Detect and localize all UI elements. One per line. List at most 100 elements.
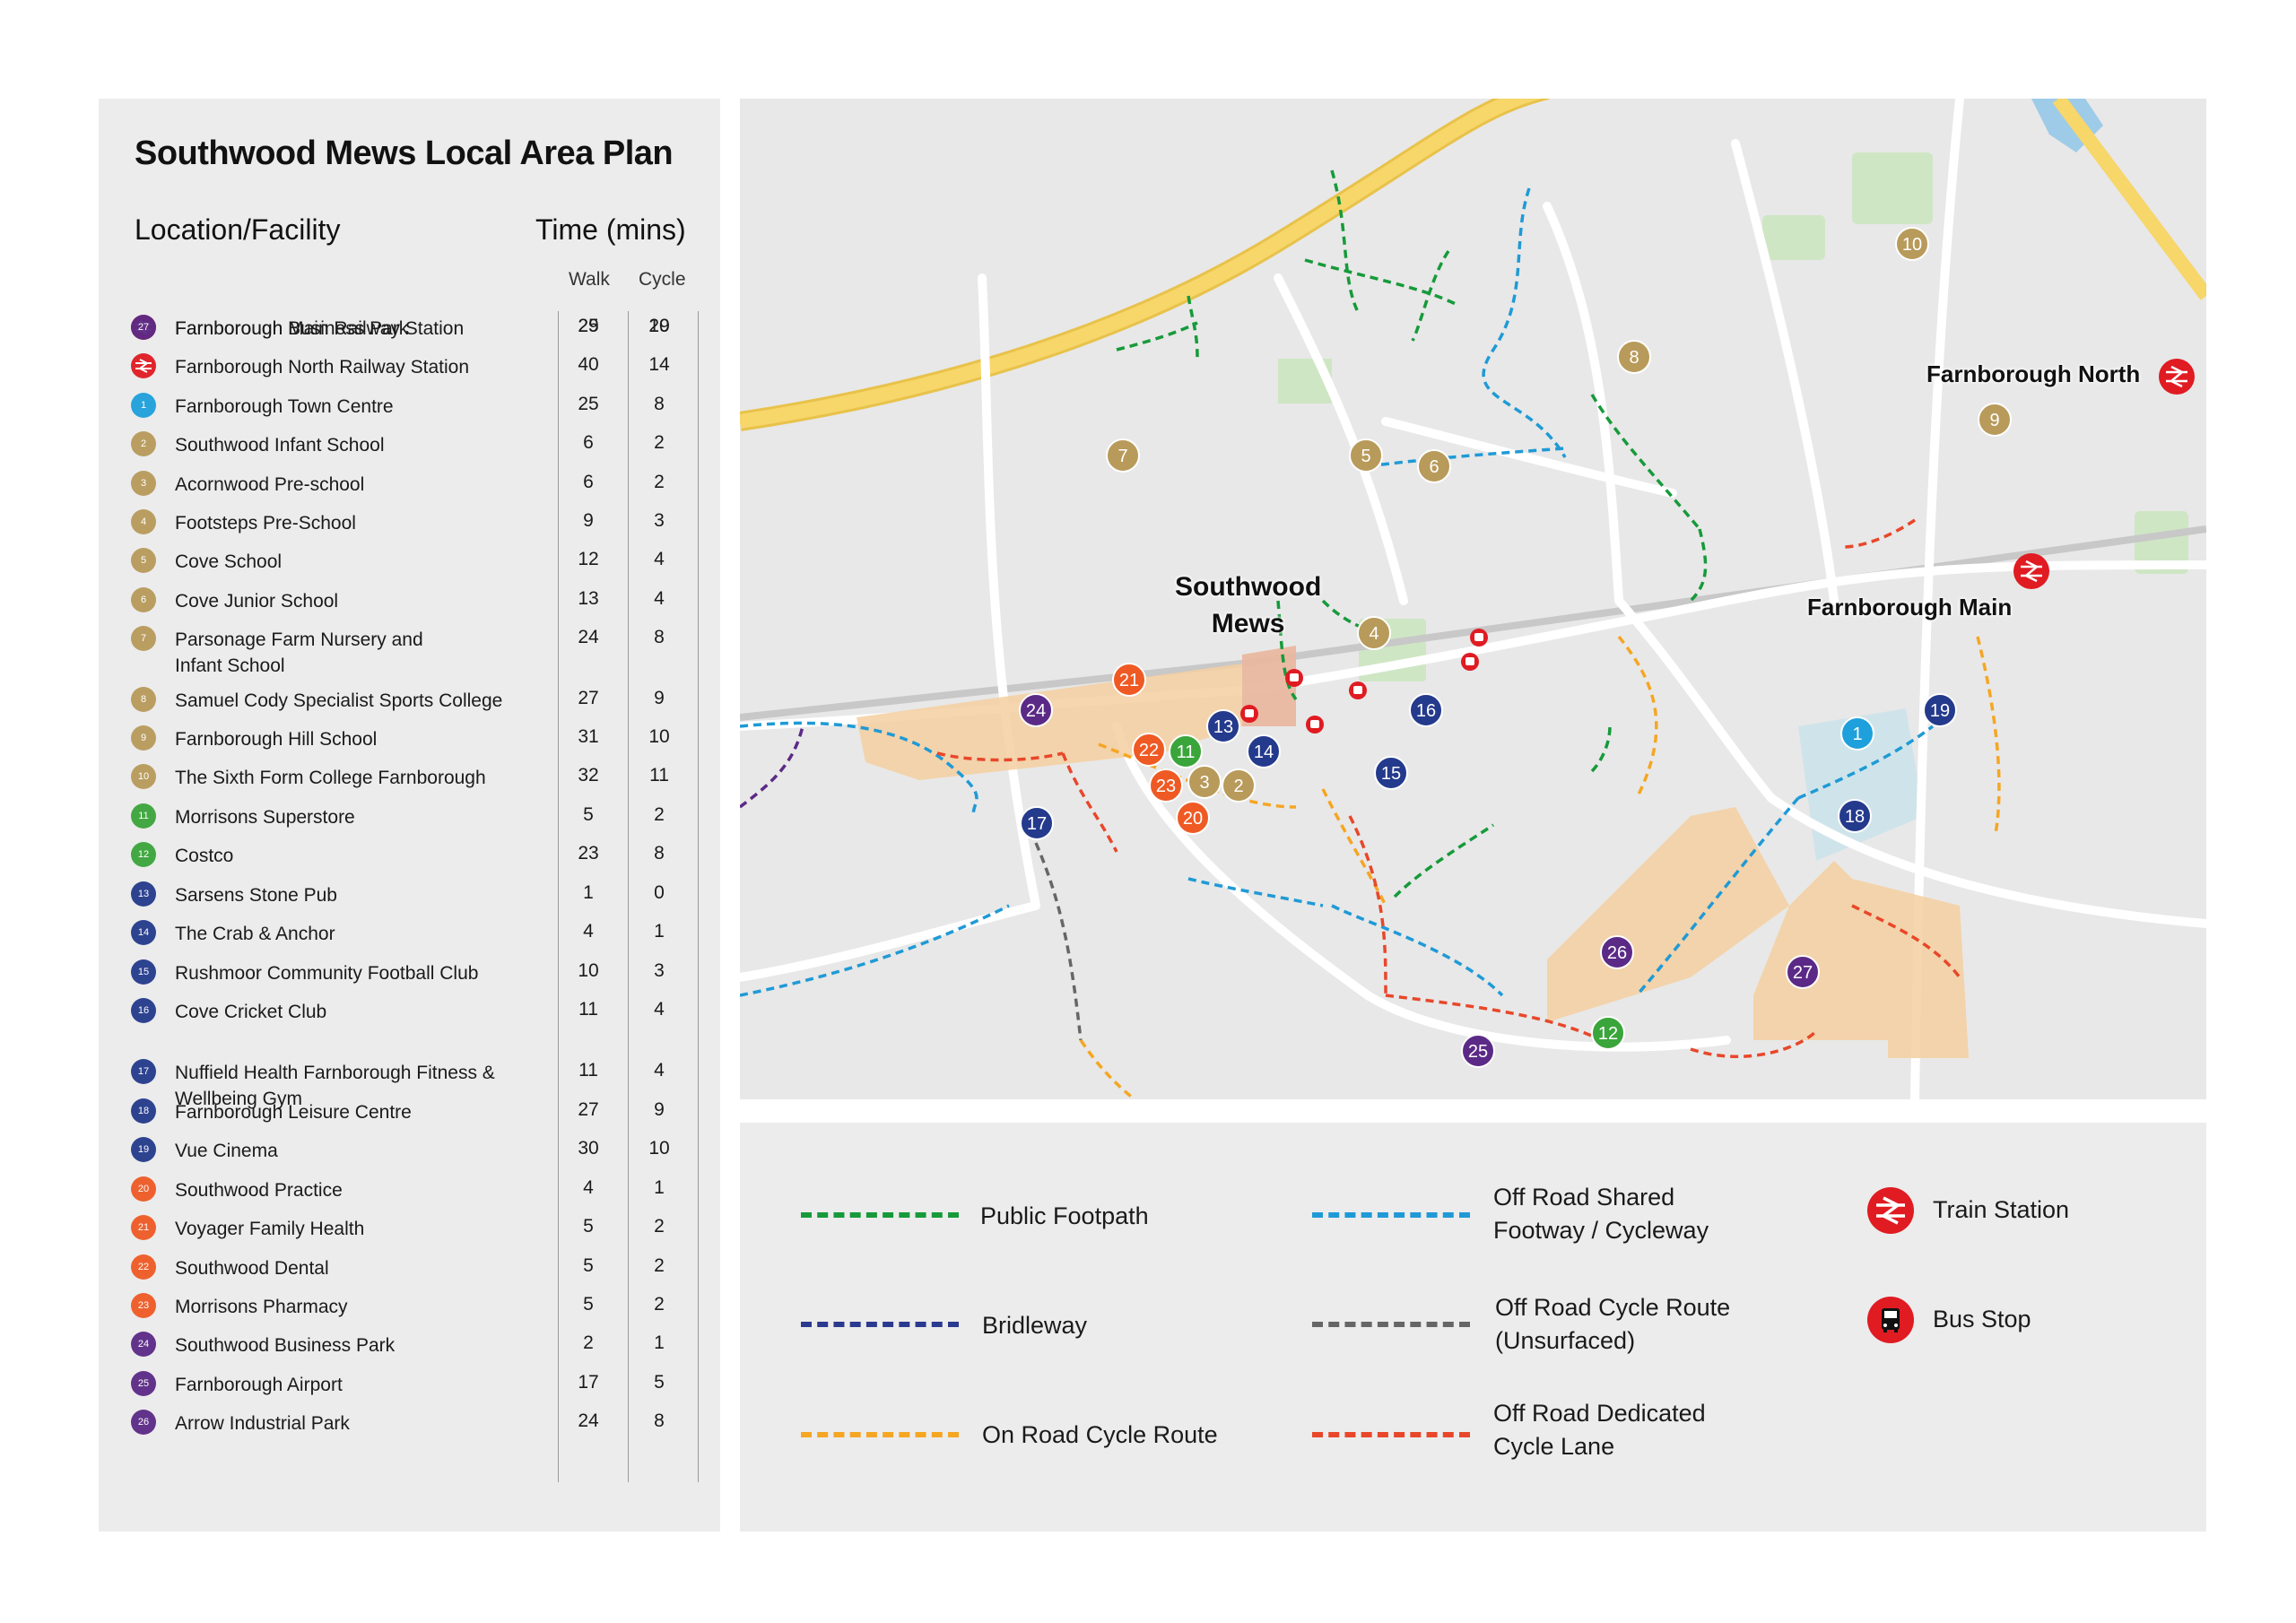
table-row: 2 Southwood Infant School 6 2 bbox=[99, 428, 720, 464]
marker-number: 5 bbox=[1361, 447, 1370, 466]
green-space bbox=[1852, 152, 1933, 224]
cycle-time: 8 bbox=[654, 394, 665, 414]
facility-name: Cove Cricket Club bbox=[175, 1002, 327, 1022]
dedicated-lane-route bbox=[1061, 752, 1118, 853]
map-marker: 7 bbox=[1106, 438, 1140, 473]
on-road-cycle-swatch bbox=[801, 1432, 959, 1437]
map-marker: 14 bbox=[1247, 734, 1281, 768]
cycle-time: 2 bbox=[654, 432, 665, 453]
table-row: 3 Acornwood Pre-school 6 2 bbox=[99, 467, 720, 503]
marker-number: 24 bbox=[1026, 701, 1046, 721]
bridleway-swatch bbox=[801, 1322, 959, 1327]
facility-name: Sarsens Stone Pub bbox=[175, 885, 337, 906]
table-row: 27 Farnborough Business Park 29 10 bbox=[99, 311, 720, 347]
map-marker: 21 bbox=[1112, 663, 1146, 697]
map-marker: 4 bbox=[1357, 616, 1391, 650]
table-row: 1 Farnborough Town Centre 25 8 bbox=[99, 389, 720, 425]
marker-number: 19 bbox=[1930, 701, 1950, 721]
facility-number-badge: 4 bbox=[131, 509, 156, 534]
cycle-time: 9 bbox=[654, 688, 665, 708]
facility-name: Cove Junior School bbox=[175, 591, 339, 612]
cycle-time: 2 bbox=[654, 1255, 665, 1276]
cycle-time: 3 bbox=[654, 510, 665, 531]
road bbox=[1274, 273, 1408, 605]
footpath-route bbox=[1330, 169, 1361, 315]
walk-time: 29 bbox=[578, 316, 599, 336]
walk-time: 23 bbox=[578, 843, 599, 864]
farnborough-north-label: Farnborough North bbox=[1926, 360, 2141, 387]
map-marker: 11 bbox=[1169, 734, 1203, 768]
bus-stop-glyph bbox=[1245, 709, 1254, 717]
marker-circle bbox=[1132, 733, 1166, 767]
table-row: 20 Southwood Practice 4 1 bbox=[99, 1173, 720, 1209]
page-title: Southwood Mews Local Area Plan bbox=[135, 135, 674, 172]
on-road-cycle-route bbox=[1098, 742, 1297, 809]
marker-circle bbox=[1106, 438, 1140, 473]
marker-circle bbox=[1600, 935, 1634, 969]
map-marker: 26 bbox=[1600, 935, 1634, 969]
walk-time: 5 bbox=[583, 1294, 594, 1315]
dedicated-lane-route bbox=[1851, 904, 1961, 979]
map-marker: 9 bbox=[1978, 403, 2012, 437]
facility-name: Acornwood Pre-school bbox=[175, 474, 365, 495]
facility-number-badge: 6 bbox=[131, 587, 156, 612]
walk-time: 27 bbox=[578, 1099, 599, 1120]
road bbox=[978, 273, 1040, 910]
road bbox=[1363, 991, 1731, 1052]
cycle-time: 0 bbox=[654, 882, 665, 903]
shared-footway-route bbox=[1187, 877, 1324, 907]
marker-circle bbox=[1349, 438, 1383, 473]
walk-time: 40 bbox=[578, 354, 599, 375]
farnborough-business-park-area bbox=[1753, 861, 1969, 1058]
marker-number: 21 bbox=[1119, 671, 1139, 690]
table-row: 10 The Sixth Form College Farnborough 32 11 bbox=[99, 760, 720, 796]
marker-circle bbox=[1374, 756, 1408, 790]
cycle-time: 9 bbox=[654, 1099, 665, 1120]
map-marker: 18 bbox=[1838, 799, 1872, 833]
cycle-time: 11 bbox=[649, 765, 669, 785]
marker-circle bbox=[1247, 734, 1281, 768]
table-row: 22 Southwood Dental 5 2 bbox=[99, 1251, 720, 1287]
marker-number: 13 bbox=[1213, 717, 1233, 737]
table-row: 12 Costco 23 8 bbox=[99, 838, 720, 874]
facility-name: Rushmoor Community Football Club bbox=[175, 963, 479, 984]
green-space bbox=[2135, 511, 2188, 574]
marker-number: 15 bbox=[1381, 764, 1401, 784]
map-marker: 13 bbox=[1206, 709, 1240, 743]
cycle-time: 3 bbox=[654, 960, 665, 981]
cycle-time: 10 bbox=[648, 316, 670, 336]
walk-time: 11 bbox=[578, 999, 598, 1020]
cycle-time: 10 bbox=[648, 726, 670, 747]
facility-name: Farnborough Town Centre bbox=[175, 396, 394, 417]
table-row: 8 Samuel Cody Specialist Sports College 27… bbox=[99, 683, 720, 719]
walk-time: 11 bbox=[578, 1060, 598, 1081]
marker-number: 14 bbox=[1254, 742, 1274, 762]
table-row: 13 Sarsens Stone Pub 1 0 bbox=[99, 878, 720, 914]
walk-time: 5 bbox=[583, 1255, 594, 1276]
area-map[interactable]: 1 2 3 4 5 6 7 8 9 10 11 12 13 14 15 16 17 18 19 20 21 22 23 24 2… bbox=[740, 99, 2206, 1099]
table-row: 4 Footsteps Pre-School 9 3 bbox=[99, 506, 720, 542]
walk-time: 4 bbox=[583, 1177, 594, 1198]
train-station-glyph bbox=[2166, 365, 2187, 388]
map-marker: 22 bbox=[1132, 733, 1166, 767]
walk-time: 10 bbox=[578, 960, 599, 981]
road bbox=[1543, 202, 1623, 605]
dedicated-lane-route bbox=[1842, 518, 1916, 549]
unsurfaced-swatch bbox=[1312, 1322, 1470, 1327]
facility-number-badge: 24 bbox=[131, 1332, 156, 1357]
cycle-time: 8 bbox=[654, 843, 665, 864]
marker-circle bbox=[1617, 340, 1651, 374]
table-row: 9 Farnborough Hill School 31 10 bbox=[99, 722, 720, 758]
facility-number-badge: 15 bbox=[131, 959, 156, 985]
map-marker: 1 bbox=[1840, 716, 1874, 751]
facility-number-badge: 26 bbox=[131, 1410, 156, 1435]
facility-number-badge: 13 bbox=[131, 881, 156, 907]
bus-stop-label: Bus Stop bbox=[1933, 1306, 2031, 1332]
arrow-industrial-area bbox=[1547, 807, 1789, 1022]
facility-name: Morrisons Pharmacy bbox=[175, 1297, 348, 1317]
facility-name: Farnborough Business Park bbox=[175, 318, 409, 339]
shared-footway-route bbox=[1797, 725, 1935, 800]
facility-number-badge: 21 bbox=[131, 1215, 156, 1240]
marker-number: 6 bbox=[1429, 457, 1439, 477]
